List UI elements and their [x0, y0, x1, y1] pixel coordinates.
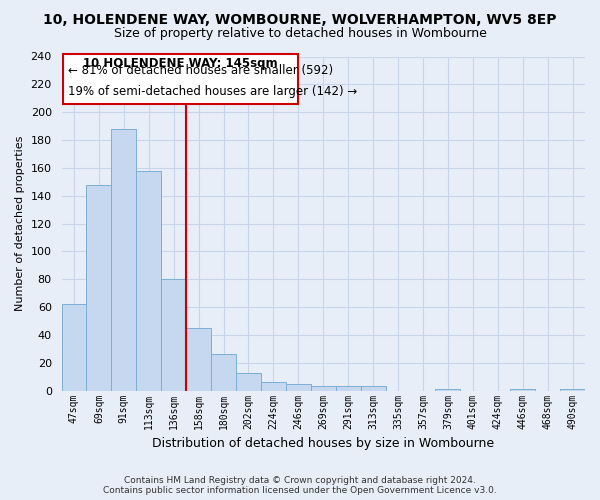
Bar: [62, 304, 86, 390]
Bar: [336, 386, 361, 390]
X-axis label: Distribution of detached houses by size in Wombourne: Distribution of detached houses by size …: [152, 437, 494, 450]
Bar: [236, 372, 261, 390]
Bar: [136, 170, 161, 390]
Text: 19% of semi-detached houses are larger (142) →: 19% of semi-detached houses are larger (…: [68, 86, 357, 98]
Bar: [560, 389, 585, 390]
Text: 10 HOLENDENE WAY: 145sqm: 10 HOLENDENE WAY: 145sqm: [83, 56, 278, 70]
Text: Contains HM Land Registry data © Crown copyright and database right 2024.
Contai: Contains HM Land Registry data © Crown c…: [103, 476, 497, 495]
Bar: [361, 386, 386, 390]
Bar: [311, 386, 336, 390]
Bar: [211, 354, 236, 390]
Text: ← 81% of detached houses are smaller (592): ← 81% of detached houses are smaller (59…: [68, 64, 333, 78]
Bar: [112, 129, 136, 390]
Bar: [186, 328, 211, 390]
Bar: [261, 382, 286, 390]
Y-axis label: Number of detached properties: Number of detached properties: [15, 136, 25, 312]
Text: Size of property relative to detached houses in Wombourne: Size of property relative to detached ho…: [113, 28, 487, 40]
Bar: [86, 184, 112, 390]
FancyBboxPatch shape: [63, 54, 298, 104]
Bar: [161, 280, 186, 390]
Bar: [510, 389, 535, 390]
Text: 10, HOLENDENE WAY, WOMBOURNE, WOLVERHAMPTON, WV5 8EP: 10, HOLENDENE WAY, WOMBOURNE, WOLVERHAMP…: [43, 12, 557, 26]
Bar: [436, 389, 460, 390]
Bar: [286, 384, 311, 390]
